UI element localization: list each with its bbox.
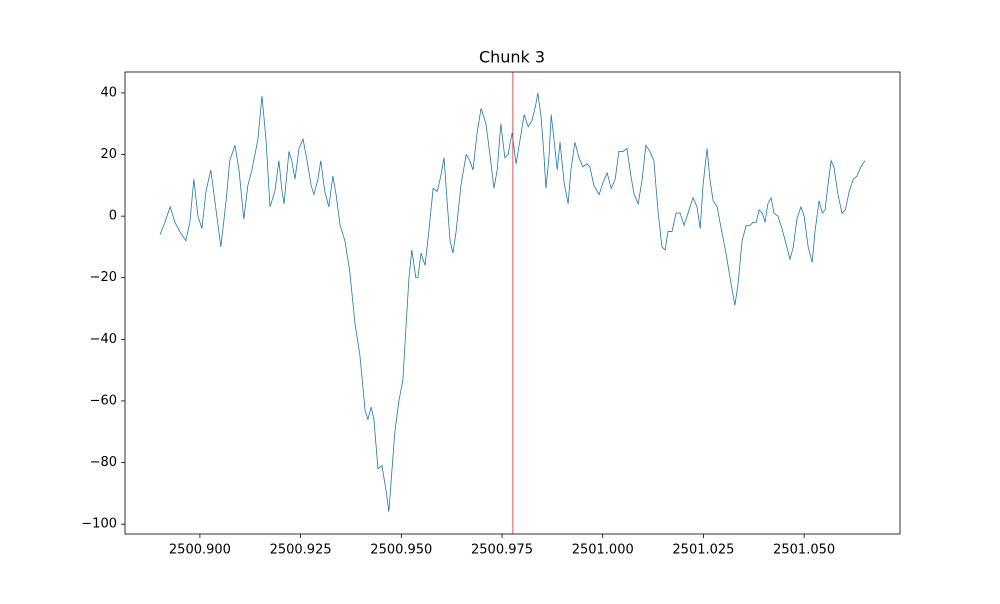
plot-frame [124,71,901,535]
y-tick-label: 20 [100,147,117,162]
chart-title: Chunk 3 [479,48,545,67]
y-tick-label: −60 [90,393,117,408]
y-tick-label: −100 [81,517,117,532]
y-tick-label: −80 [90,455,117,470]
x-tick-label: 2500.900 [169,543,231,558]
y-tick-label: 0 [109,209,117,224]
x-tick-label: 2501.000 [572,543,634,558]
x-tick-label: 2500.975 [471,543,533,558]
data-line [159,92,866,512]
y-tick-label: 40 [100,85,117,100]
x-tick-label: 2501.050 [773,543,835,558]
x-tick-label: 2500.950 [370,543,432,558]
x-tick-label: 2500.925 [270,543,332,558]
y-tick-label: −20 [90,270,117,285]
y-tick-label: −40 [90,332,117,347]
x-tick-label: 2501.025 [672,543,734,558]
